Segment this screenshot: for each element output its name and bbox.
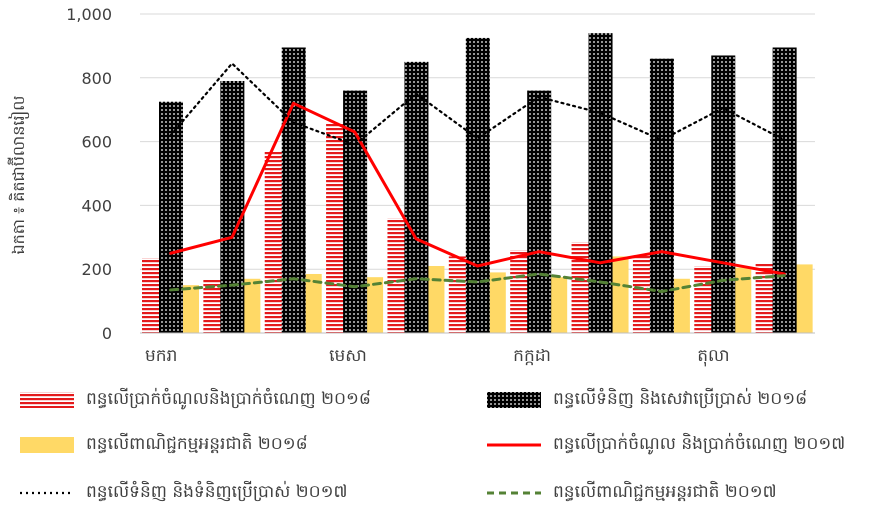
bar (465, 37, 490, 334)
legend-label: ពន្ធលើពាណិជ្ជកម្មអន្តរជាតិ ២០១៧ (553, 481, 777, 502)
y-tick-label: 200 (81, 260, 112, 279)
legend-swatch (487, 491, 541, 495)
legend-label: ពន្ធលើទំនិញ និងសេវាប្រើប្រាស់ ២០១៨ (553, 388, 808, 409)
legend: ពន្ធលើប្រាក់ចំណូលនិងប្រាក់ចំណេញ ២០១៨ពន្ធ… (0, 370, 879, 517)
legend-item: ពន្ធលើទំនិញ និងសេវាប្រើប្រាស់ ២០១៨ (485, 385, 807, 415)
legend-item: ពន្ធលើពាណិជ្ជកម្មអន្តរជាតិ ២០១៨ (18, 430, 308, 460)
bar (711, 55, 736, 333)
legend-label: ពន្ធលើទំនិញ និងទំនិញប្រើប្រាស់ ២០១៧ (86, 481, 348, 502)
y-tick-label: 0 (102, 324, 112, 343)
legend-swatch (20, 437, 74, 453)
legend-item: ពន្ធលើទំនិញ និងទំនិញប្រើប្រាស់ ២០១៧ (18, 478, 348, 508)
legend-swatch (487, 392, 541, 408)
x-tick-label: មេសា (329, 346, 367, 366)
y-tick-label: 600 (81, 133, 112, 152)
y-tick-label: 800 (81, 69, 112, 88)
y-tick-label: 1,000 (66, 5, 112, 24)
x-tick-label: កក្កដា (513, 346, 551, 366)
legend-label: ពន្ធលើប្រាក់ចំណូលនិងប្រាក់ចំណេញ ២០១៨ (86, 388, 371, 409)
chart-svg: 0 200 400 600 800 1,000 មករា មេសា កក្កដា តុលា ឯកត… (7, 5, 815, 367)
bar (649, 58, 674, 333)
bar (527, 90, 552, 333)
y-axis-label: ឯកតា ៖ គិតជាប៊ីលានរៀល (7, 95, 30, 254)
legend-item: ពន្ធលើពាណិជ្ជកម្មអន្តរជាតិ ២០១៧ (485, 478, 777, 508)
bar (404, 61, 429, 333)
legend-swatch (20, 491, 74, 495)
bar (588, 33, 613, 333)
series-line (169, 272, 786, 294)
bar (281, 47, 306, 334)
bar (220, 80, 245, 334)
y-tick-label: 400 (81, 196, 112, 215)
legend-item: ពន្ធលើប្រាក់ចំណូលនិងប្រាក់ចំណេញ ២០១៨ (18, 385, 371, 415)
series-line (169, 101, 786, 276)
x-tick-label: តុលា (697, 346, 729, 367)
series-line (169, 62, 786, 146)
bar (159, 101, 183, 333)
x-tick-label: មករា (145, 346, 177, 366)
bar (772, 47, 797, 334)
legend-item: ពន្ធលើប្រាក់ចំណូល និងប្រាក់ចំណេញ ២០១៧ (485, 430, 845, 460)
legend-label: ពន្ធលើពាណិជ្ជកម្មអន្តរជាតិ ២០១៨ (86, 433, 308, 454)
legend-swatch (20, 392, 74, 408)
axes: 0 200 400 600 800 1,000 មករា មេសា កក្កដា តុលា (66, 5, 815, 367)
bars (142, 33, 813, 334)
legend-label: ពន្ធលើប្រាក់ចំណូល និងប្រាក់ចំណេញ ២០១៧ (553, 433, 846, 454)
legend-swatch (487, 443, 541, 447)
lines (169, 62, 786, 294)
